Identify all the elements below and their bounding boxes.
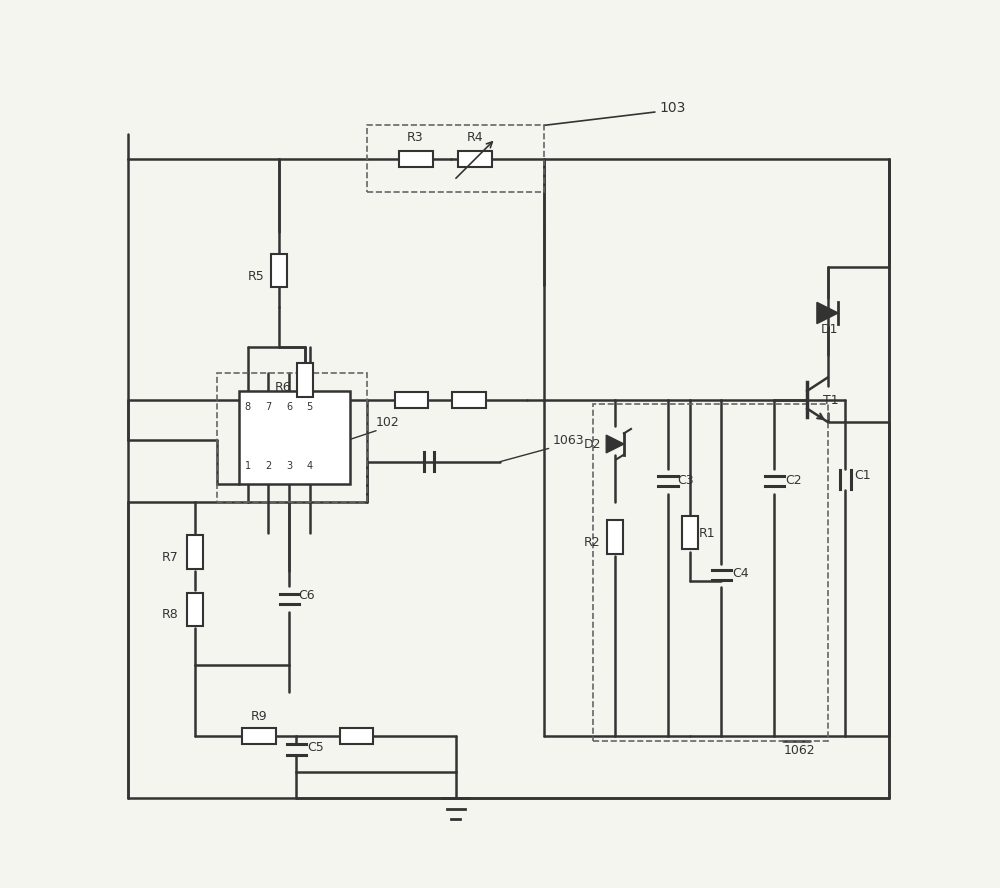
Text: 1063: 1063 [553,434,585,447]
Bar [399,151,433,167]
Text: 6: 6 [286,402,292,412]
Text: R8: R8 [162,608,179,622]
Bar [187,592,203,626]
Text: 3: 3 [286,461,292,471]
Bar [458,151,492,167]
Text: C3: C3 [677,474,694,487]
Bar [297,363,313,397]
Text: C6: C6 [298,589,315,602]
Bar [593,404,828,741]
Text: R6: R6 [274,381,291,394]
Text: R3: R3 [407,131,424,144]
Polygon shape [817,303,838,323]
Bar [217,373,367,502]
Text: 7: 7 [265,402,271,412]
Text: D1: D1 [820,323,838,337]
Text: R9: R9 [250,710,267,723]
Bar [452,392,486,408]
Text: 103: 103 [659,101,686,115]
Text: R7: R7 [162,551,179,564]
Text: D2: D2 [584,439,602,451]
Text: C5: C5 [307,741,324,754]
Text: R2: R2 [584,535,601,549]
Text: C2: C2 [785,474,802,487]
Text: 2: 2 [265,461,271,471]
Bar [607,520,623,554]
Text: 5: 5 [307,402,313,412]
Text: T1: T1 [823,394,839,408]
Text: 102: 102 [376,416,400,429]
Bar [242,728,276,744]
Text: 8: 8 [245,402,251,412]
Bar [682,516,698,550]
Bar [395,392,428,408]
Text: C4: C4 [732,567,749,580]
Bar [187,535,203,569]
Polygon shape [606,435,624,453]
Text: 1062: 1062 [783,744,815,757]
Bar [367,125,544,192]
Text: R1: R1 [699,527,716,540]
Text: 4: 4 [307,461,313,471]
Bar [340,728,373,744]
Bar [271,254,287,288]
Text: C1: C1 [854,470,871,482]
Text: R4: R4 [466,131,483,144]
Bar [239,391,350,484]
Text: R5: R5 [248,270,264,283]
Text: 1: 1 [245,461,251,471]
